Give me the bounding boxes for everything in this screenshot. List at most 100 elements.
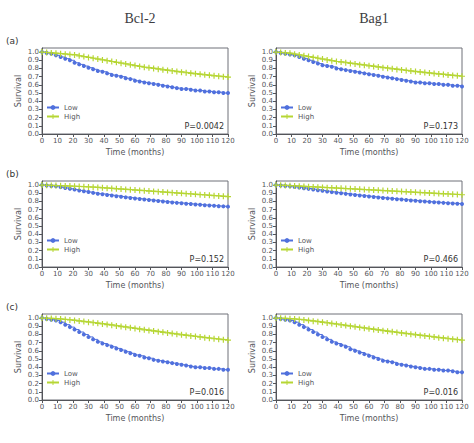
svg-text:0.9: 0.9 <box>28 56 39 64</box>
svg-text:Survival: Survival <box>248 341 257 373</box>
svg-text:80: 80 <box>396 137 405 145</box>
svg-text:Survival: Survival <box>14 75 23 107</box>
svg-text:70: 70 <box>146 403 155 411</box>
svg-text:0.1: 0.1 <box>28 255 39 263</box>
svg-text:0.9: 0.9 <box>28 189 39 197</box>
svg-text:0.3: 0.3 <box>28 371 39 379</box>
svg-text:120: 120 <box>455 137 468 145</box>
svg-text:110: 110 <box>440 137 453 145</box>
svg-text:0.8: 0.8 <box>28 197 39 205</box>
svg-text:0.4: 0.4 <box>262 363 274 371</box>
svg-text:Time (months): Time (months) <box>105 148 165 157</box>
svg-text:P=0.466: P=0.466 <box>424 255 458 264</box>
svg-text:40: 40 <box>334 137 343 145</box>
svg-text:0: 0 <box>274 137 278 145</box>
svg-text:0.2: 0.2 <box>28 380 39 388</box>
svg-text:110: 110 <box>440 270 453 278</box>
svg-text:10: 10 <box>287 270 296 278</box>
svg-text:80: 80 <box>396 270 405 278</box>
svg-text:Time (months): Time (months) <box>105 414 165 423</box>
svg-text:High: High <box>298 113 314 121</box>
svg-text:0.7: 0.7 <box>28 206 39 214</box>
svg-text:60: 60 <box>131 403 140 411</box>
svg-text:0.4: 0.4 <box>262 230 274 238</box>
svg-text:0.0: 0.0 <box>28 396 39 404</box>
svg-text:High: High <box>64 113 80 121</box>
svg-text:P=0.152: P=0.152 <box>190 255 224 264</box>
svg-text:0.9: 0.9 <box>28 322 39 330</box>
svg-text:10: 10 <box>53 403 62 411</box>
svg-text:0.4: 0.4 <box>28 363 40 371</box>
svg-text:0.5: 0.5 <box>262 89 273 97</box>
svg-text:90: 90 <box>177 137 186 145</box>
svg-text:Bcl-2: Bcl-2 <box>124 11 155 26</box>
svg-text:Time (months): Time (months) <box>339 148 399 157</box>
svg-text:90: 90 <box>411 403 420 411</box>
svg-text:110: 110 <box>206 137 219 145</box>
svg-text:Survival: Survival <box>14 208 23 240</box>
svg-text:High: High <box>64 379 80 387</box>
svg-text:(a): (a) <box>6 36 19 46</box>
svg-text:(b): (b) <box>6 169 19 179</box>
svg-text:110: 110 <box>206 270 219 278</box>
svg-text:20: 20 <box>303 403 312 411</box>
svg-text:10: 10 <box>53 137 62 145</box>
svg-text:90: 90 <box>411 270 420 278</box>
svg-text:90: 90 <box>177 403 186 411</box>
svg-text:50: 50 <box>349 403 358 411</box>
svg-text:0.2: 0.2 <box>28 114 39 122</box>
svg-text:Survival: Survival <box>248 208 257 240</box>
svg-text:0.8: 0.8 <box>28 64 39 72</box>
svg-text:0.5: 0.5 <box>262 355 273 363</box>
svg-text:100: 100 <box>424 270 437 278</box>
svg-text:0.6: 0.6 <box>262 347 274 355</box>
svg-text:70: 70 <box>380 270 389 278</box>
svg-text:0.8: 0.8 <box>262 330 273 338</box>
svg-text:0.5: 0.5 <box>28 89 39 97</box>
svg-text:Survival: Survival <box>248 75 257 107</box>
svg-text:1.0: 1.0 <box>262 314 273 322</box>
svg-text:120: 120 <box>455 270 468 278</box>
svg-text:0.1: 0.1 <box>262 255 273 263</box>
svg-text:30: 30 <box>84 137 93 145</box>
svg-text:80: 80 <box>162 403 171 411</box>
svg-text:60: 60 <box>365 403 374 411</box>
svg-text:Bag1: Bag1 <box>359 11 389 26</box>
svg-text:1.0: 1.0 <box>262 181 273 189</box>
svg-text:Survival: Survival <box>14 341 23 373</box>
svg-text:0.2: 0.2 <box>262 380 273 388</box>
svg-text:60: 60 <box>131 270 140 278</box>
svg-text:120: 120 <box>221 403 234 411</box>
svg-text:20: 20 <box>303 137 312 145</box>
svg-text:Time (months): Time (months) <box>105 281 165 290</box>
svg-text:0.7: 0.7 <box>262 73 273 81</box>
svg-text:0.6: 0.6 <box>28 81 40 89</box>
svg-text:1.0: 1.0 <box>28 314 39 322</box>
svg-text:0.3: 0.3 <box>28 105 39 113</box>
svg-text:100: 100 <box>424 403 437 411</box>
svg-text:0.6: 0.6 <box>28 214 40 222</box>
svg-text:10: 10 <box>287 403 296 411</box>
svg-text:30: 30 <box>318 403 327 411</box>
svg-text:1.0: 1.0 <box>262 48 273 56</box>
svg-text:120: 120 <box>455 403 468 411</box>
svg-text:60: 60 <box>131 137 140 145</box>
svg-text:0.7: 0.7 <box>28 339 39 347</box>
svg-text:P=0.016: P=0.016 <box>424 388 458 397</box>
svg-text:Time (months): Time (months) <box>339 414 399 423</box>
svg-text:Low: Low <box>298 237 312 245</box>
svg-text:110: 110 <box>440 403 453 411</box>
svg-text:1.0: 1.0 <box>28 48 39 56</box>
svg-text:80: 80 <box>162 137 171 145</box>
svg-text:0.3: 0.3 <box>262 105 273 113</box>
svg-text:100: 100 <box>424 137 437 145</box>
svg-text:70: 70 <box>146 137 155 145</box>
svg-text:0.5: 0.5 <box>262 222 273 230</box>
svg-text:0.0: 0.0 <box>28 130 39 138</box>
svg-text:50: 50 <box>115 403 124 411</box>
svg-text:0: 0 <box>274 270 278 278</box>
svg-text:90: 90 <box>177 270 186 278</box>
svg-text:50: 50 <box>349 137 358 145</box>
svg-text:1.0: 1.0 <box>28 181 39 189</box>
svg-text:20: 20 <box>69 270 78 278</box>
